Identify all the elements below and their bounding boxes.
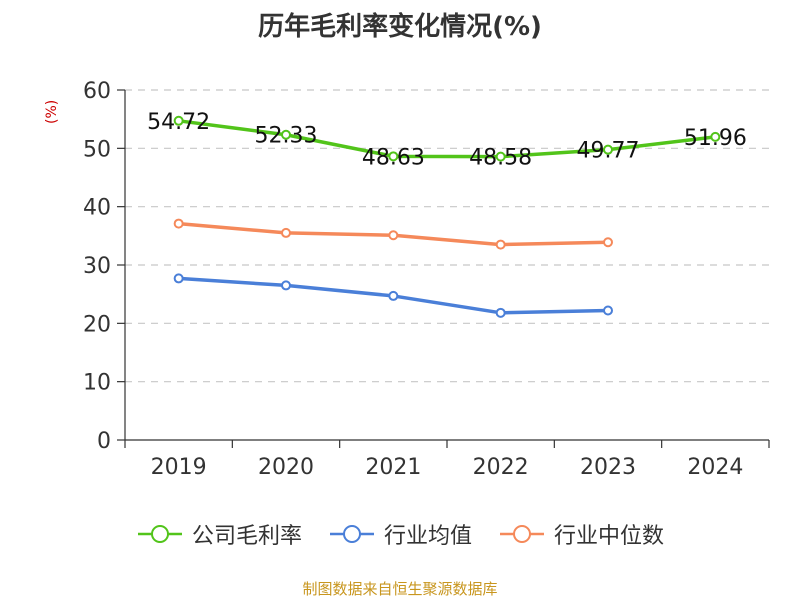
data-label: 54.72 xyxy=(147,110,210,135)
legend-item-industry-median[interactable]: 行业中位数 xyxy=(498,518,664,550)
x-tick-label: 2021 xyxy=(365,455,421,480)
data-point xyxy=(173,218,184,229)
y-tick-label: 0 xyxy=(97,429,111,454)
x-tick-label: 2019 xyxy=(151,455,207,480)
y-tick-label: 40 xyxy=(83,196,111,221)
y-tick-label: 60 xyxy=(83,79,111,104)
data-point xyxy=(173,273,184,284)
x-tick-label: 2024 xyxy=(687,455,743,480)
source-note: 制图数据来自恒生聚源数据库 xyxy=(302,580,498,598)
legend-marker-industry-mean xyxy=(329,525,374,543)
data-label: 52.33 xyxy=(255,124,318,149)
data-label: 48.58 xyxy=(469,146,532,171)
data-point xyxy=(388,290,399,301)
y-tick-label: 20 xyxy=(83,312,111,337)
data-point xyxy=(388,230,399,241)
y-tick-label: 10 xyxy=(83,371,111,396)
y-tick-label: 30 xyxy=(83,254,111,279)
data-point xyxy=(603,144,613,155)
legend: 公司毛利率 行业均值 行业中位数 xyxy=(0,518,800,550)
chart-title: 历年毛利率变化情况(%) xyxy=(258,12,542,42)
data-point xyxy=(710,131,721,142)
legend-marker-industry-median xyxy=(500,525,544,543)
data-label: 51.96 xyxy=(684,126,747,151)
series-line-0 xyxy=(178,119,716,159)
data-point xyxy=(603,305,613,316)
data-label: 49.77 xyxy=(577,139,640,164)
legend-item-industry-mean[interactable]: 行业均值 xyxy=(328,518,472,550)
legend-label-company: 公司毛利率 xyxy=(191,524,302,549)
data-point xyxy=(281,227,291,238)
data-label: 48.63 xyxy=(362,145,425,170)
data-point xyxy=(495,307,506,318)
data-point xyxy=(603,237,613,248)
data-point xyxy=(281,129,291,140)
data-point xyxy=(495,239,506,250)
data-point xyxy=(281,280,291,291)
legend-item-company[interactable]: 公司毛利率 xyxy=(136,518,302,550)
x-tick-label: 2020 xyxy=(258,455,314,480)
x-tick-label: 2023 xyxy=(580,455,636,480)
legend-label-industry-mean: 行业均值 xyxy=(383,524,472,549)
data-point xyxy=(173,115,184,126)
data-point xyxy=(388,151,399,162)
data-point xyxy=(495,151,506,162)
x-tick-label: 2022 xyxy=(473,455,529,480)
legend-label-industry-median: 行业中位数 xyxy=(554,524,665,549)
y-tick-label: 50 xyxy=(83,137,111,162)
legend-marker-company xyxy=(137,525,182,543)
